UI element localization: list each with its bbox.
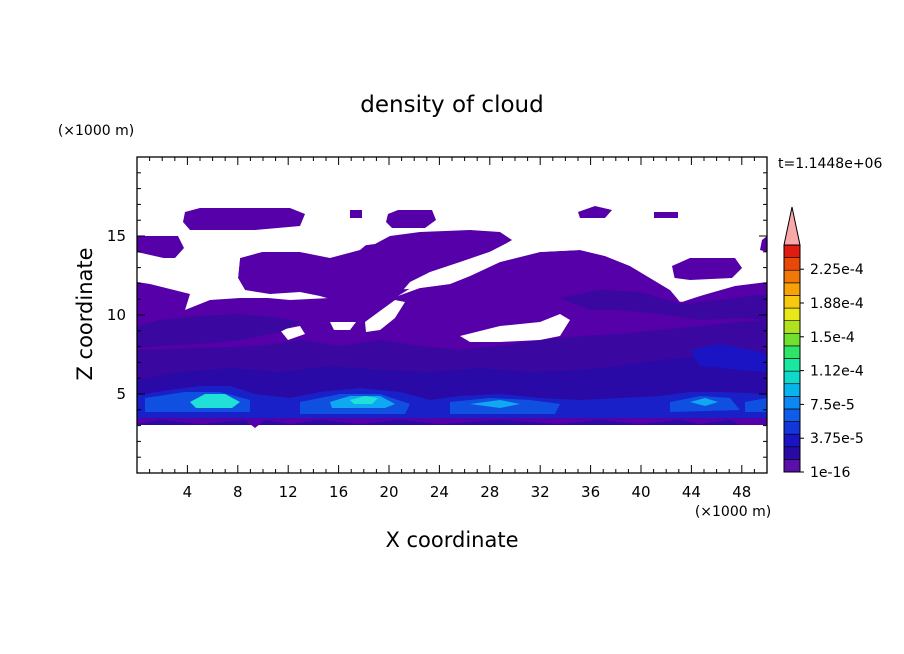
colorbar-swatch bbox=[783, 433, 801, 448]
x-tick-label: 32 bbox=[531, 483, 550, 501]
y-tick-label: 5 bbox=[116, 385, 126, 403]
y-unit-label: (×1000 m) bbox=[58, 123, 134, 139]
colorbar-swatch bbox=[783, 320, 801, 334]
cloud-patch bbox=[350, 210, 362, 218]
x-axis-label: X coordinate bbox=[385, 528, 518, 552]
plot-axes bbox=[136, 156, 768, 474]
colorbar-swatch bbox=[783, 295, 801, 309]
cloud-patch bbox=[760, 236, 767, 252]
cloud-bottom-edge bbox=[137, 418, 767, 428]
colorbar-overflow-arrow bbox=[783, 206, 801, 246]
colorbar-swatch bbox=[783, 408, 801, 422]
cloud-gap bbox=[460, 314, 570, 342]
x-tick-labels: 4 8 12 16 20 24 28 32 36 40 44 48 bbox=[183, 483, 752, 501]
cloud-density-field bbox=[137, 206, 767, 428]
cloud-gap bbox=[160, 232, 372, 300]
y-tick-labels: 5 10 15 bbox=[107, 227, 126, 403]
density-peak bbox=[190, 394, 240, 408]
density-peak bbox=[470, 400, 520, 408]
density-peak bbox=[350, 396, 378, 404]
y-axis-label: Z coordinate bbox=[73, 247, 97, 380]
x-tick-label: 40 bbox=[631, 483, 650, 501]
density-peak bbox=[690, 398, 718, 406]
colorbar-labels: 1e-16 3.75e-5 7.5e-5 1.12e-4 1.5e-4 1.88e-4 2.… bbox=[800, 262, 864, 481]
x-unit-label: (×1000 m) bbox=[695, 504, 771, 520]
cloud-patch bbox=[137, 236, 184, 258]
cloud-gap bbox=[365, 300, 405, 332]
density-band bbox=[560, 290, 767, 320]
x-tick-label: 24 bbox=[430, 483, 449, 501]
x-tick-label: 36 bbox=[581, 483, 600, 501]
colorbar-swatch bbox=[783, 421, 801, 435]
colorbar-label: 1e-16 bbox=[810, 465, 850, 481]
y-tick-label: 10 bbox=[107, 306, 126, 324]
dense-layer bbox=[745, 398, 767, 412]
colorbar-label: 7.5e-5 bbox=[810, 397, 855, 413]
colorbar-swatch bbox=[783, 370, 801, 385]
colorbar-label: 3.75e-5 bbox=[810, 431, 864, 447]
colorbar-swatch bbox=[783, 307, 801, 321]
cloud-patch bbox=[386, 210, 436, 228]
colorbar-swatch bbox=[783, 396, 801, 410]
time-label: t=1.1448e+06 bbox=[778, 156, 882, 172]
cloud-patch bbox=[672, 258, 742, 282]
colorbar-label: 2.25e-4 bbox=[810, 262, 864, 278]
density-band bbox=[137, 314, 300, 348]
colorbar bbox=[783, 206, 801, 473]
colorbar-label: 1.5e-4 bbox=[810, 330, 855, 346]
chart-title: density of cloud bbox=[360, 92, 543, 118]
colorbar-swatch bbox=[783, 446, 801, 460]
cloud-gap bbox=[330, 322, 356, 330]
cloud-gap bbox=[137, 252, 200, 294]
x-tick-label: 8 bbox=[233, 483, 243, 501]
colorbar-swatch bbox=[783, 459, 801, 473]
x-tick-label: 28 bbox=[480, 483, 499, 501]
cloud-patch bbox=[654, 212, 678, 218]
colorbar-label: 1.12e-4 bbox=[810, 364, 864, 380]
colorbar-swatch bbox=[783, 358, 801, 372]
colorbar-swatch bbox=[783, 257, 801, 271]
density-band bbox=[690, 344, 767, 372]
colorbar-swatch bbox=[783, 345, 801, 359]
x-tick-label: 20 bbox=[379, 483, 398, 501]
cloud-patch bbox=[578, 206, 612, 218]
colorbar-swatch bbox=[783, 332, 801, 347]
y-tick-label: 15 bbox=[107, 227, 126, 245]
x-tick-label: 44 bbox=[682, 483, 701, 501]
x-tick-label: 48 bbox=[732, 483, 751, 501]
cloud-gap bbox=[280, 326, 305, 340]
cloud-gap bbox=[398, 240, 767, 302]
x-tick-label: 16 bbox=[329, 483, 348, 501]
x-tick-label: 4 bbox=[183, 483, 193, 501]
colorbar-label: 1.88e-4 bbox=[810, 296, 864, 312]
colorbar-swatch bbox=[783, 383, 801, 397]
x-tick-label: 12 bbox=[279, 483, 298, 501]
cloud-patch bbox=[183, 208, 305, 230]
colorbar-swatch bbox=[783, 282, 801, 296]
cloud-patch bbox=[238, 230, 512, 302]
colorbar-swatch bbox=[783, 269, 801, 284]
colorbar-frame bbox=[783, 244, 801, 473]
colorbar-swatch bbox=[783, 244, 801, 258]
